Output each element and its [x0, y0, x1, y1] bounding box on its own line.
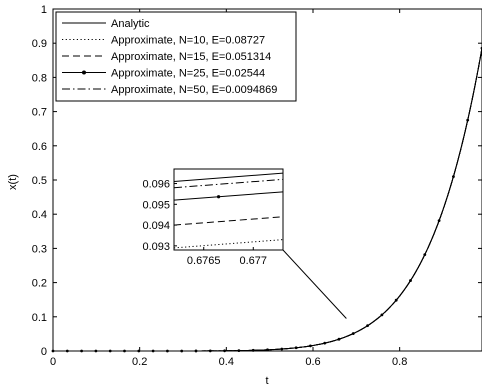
y-axis-ticks: 0 0.1 0.2 0.3 0.4 0.5 0.6 0.7 0.8 0.9 1 — [32, 4, 482, 358]
legend-entry-label: Analytic — [111, 18, 150, 30]
y-tick-label: 0.7 — [32, 107, 47, 119]
inset-y-tick-label: 0.093 — [142, 241, 170, 253]
inset-series-3-line — [173, 191, 284, 201]
inset-series-2-line — [173, 216, 284, 226]
series-3-marker — [466, 118, 470, 122]
inset-x-tick-label: 0.6765 — [187, 255, 221, 267]
y-tick-label: 0.8 — [32, 72, 47, 84]
y-tick-label: 0.3 — [32, 243, 47, 255]
legend-entry-label: Approximate, N=25, E=0.02544 — [111, 68, 265, 80]
y-tick-label: 0.6 — [32, 141, 47, 153]
y-tick-label: 1 — [41, 4, 47, 16]
y-tick-label: 0.4 — [32, 209, 47, 221]
x-tick-label: 0.2 — [132, 356, 147, 368]
legend-entry-label: Approximate, N=50, E=0.0094869 — [111, 84, 277, 96]
x-tick-label: 0.4 — [219, 356, 234, 368]
series-3-marker — [309, 344, 312, 348]
series-3-marker — [437, 219, 441, 223]
series-3-marker — [409, 279, 412, 282]
inset-y-tick-label: 0.095 — [142, 199, 170, 211]
inset-zoom-plot: 0.6765 0.677 0.093 0.094 0.095 0.096 — [142, 168, 284, 267]
y-tick-label: 0.9 — [32, 38, 47, 50]
legend-entry-label: Approximate, N=15, E=0.051314 — [111, 51, 271, 63]
series-3-marker — [323, 341, 327, 345]
legend-entry-label: Approximate, N=10, E=0.08727 — [111, 35, 265, 47]
y-tick-label: 0 — [41, 346, 47, 358]
inset-lines — [173, 172, 284, 249]
y-tick-label: 0.5 — [32, 175, 47, 187]
x-axis-label: t — [265, 375, 268, 387]
series-3-marker — [294, 346, 298, 350]
inset-frame — [173, 168, 284, 251]
zoom-connector-line — [282, 249, 347, 319]
x-tick-label: 0.8 — [392, 356, 407, 368]
y-tick-label: 0.1 — [32, 312, 47, 324]
series-3-marker — [452, 175, 455, 179]
x-tick-label: 0.6 — [305, 356, 320, 368]
inset-x-tick-label: 0.677 — [240, 255, 268, 267]
y-tick-label: 0.2 — [32, 278, 47, 290]
inset-y-tick-label: 0.096 — [142, 179, 170, 191]
inset-y-tick-label: 0.094 — [142, 220, 170, 232]
legend-marker — [82, 70, 86, 75]
y-axis-label: x(t) — [7, 174, 19, 190]
inset-series-0-line — [173, 172, 284, 182]
inset-marker — [216, 195, 221, 199]
inset-ticks: 0.6765 0.677 0.093 0.094 0.095 0.096 — [142, 179, 267, 267]
inset-series-4-line — [173, 178, 284, 189]
x-tick-label: 0 — [50, 356, 56, 368]
legend: Analytic Approximate, N=10, E=0.08727 Appr… — [55, 11, 297, 102]
